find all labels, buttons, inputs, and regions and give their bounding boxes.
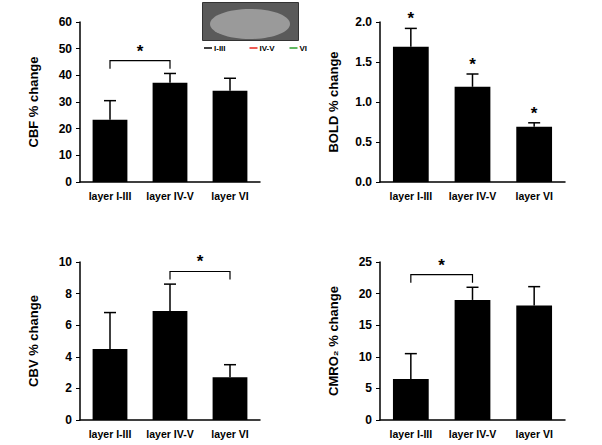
svg-text:15: 15 (359, 318, 373, 332)
svg-text:25: 25 (359, 255, 373, 269)
svg-text:0.0: 0.0 (355, 175, 372, 189)
svg-text:CBF % change: CBF % change (26, 56, 41, 147)
svg-text:CBV % change: CBV % change (26, 295, 41, 387)
svg-text:BOLD % change: BOLD % change (326, 51, 341, 152)
svg-text:VI: VI (300, 44, 308, 53)
svg-text:layer IV-V: layer IV-V (146, 190, 193, 202)
svg-text:*: * (137, 42, 144, 61)
svg-text:layer VI: layer VI (515, 190, 552, 202)
svg-text:1.5: 1.5 (355, 55, 372, 69)
svg-text:30: 30 (59, 95, 73, 109)
svg-text:layer VI: layer VI (211, 190, 248, 202)
svg-text:*: * (197, 252, 204, 271)
svg-text:layer I-III: layer I-III (89, 428, 132, 440)
svg-text:layer VI: layer VI (211, 428, 248, 440)
svg-text:10: 10 (359, 350, 373, 364)
svg-text:*: * (438, 256, 445, 275)
svg-text:5: 5 (365, 381, 372, 395)
svg-text:layer I-III: layer I-III (89, 190, 132, 202)
svg-text:layer IV-V: layer IV-V (449, 428, 496, 440)
svg-text:10: 10 (59, 148, 73, 162)
svg-text:layer I-III: layer I-III (390, 428, 433, 440)
svg-text:2: 2 (65, 381, 72, 395)
svg-text:CMRO₂ % change: CMRO₂ % change (326, 286, 341, 396)
svg-text:8: 8 (65, 287, 72, 301)
svg-text:*: * (531, 104, 538, 123)
svg-text:layer VI: layer VI (515, 428, 552, 440)
svg-text:layer IV-V: layer IV-V (449, 190, 496, 202)
svg-text:IV-V: IV-V (260, 44, 276, 53)
svg-text:*: * (469, 55, 476, 74)
svg-text:0: 0 (365, 413, 372, 427)
svg-text:60: 60 (59, 15, 73, 29)
svg-text:0: 0 (65, 175, 72, 189)
svg-text:2.0: 2.0 (355, 15, 372, 29)
svg-text:50: 50 (59, 42, 73, 56)
svg-text:0: 0 (65, 413, 72, 427)
svg-text:20: 20 (359, 287, 373, 301)
svg-text:1.0: 1.0 (355, 95, 372, 109)
svg-text:10: 10 (59, 255, 73, 269)
svg-text:4: 4 (65, 350, 72, 364)
svg-text:20: 20 (59, 122, 73, 136)
svg-text:6: 6 (65, 318, 72, 332)
svg-text:I-III: I-III (214, 44, 226, 53)
svg-text:layer I-III: layer I-III (390, 190, 433, 202)
svg-text:0.5: 0.5 (355, 135, 372, 149)
svg-text:layer IV-V: layer IV-V (146, 428, 193, 440)
svg-text:*: * (408, 9, 415, 28)
svg-text:40: 40 (59, 68, 73, 82)
